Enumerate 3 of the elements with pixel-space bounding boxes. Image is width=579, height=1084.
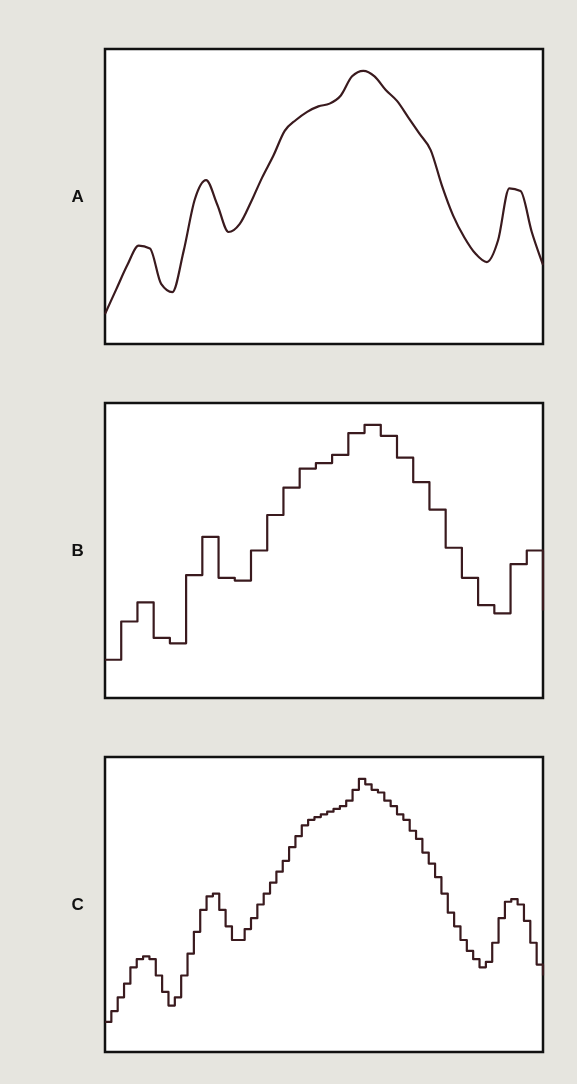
- text: C: [71, 894, 84, 914]
- text: B: [71, 540, 84, 560]
- text: A: [71, 186, 84, 206]
